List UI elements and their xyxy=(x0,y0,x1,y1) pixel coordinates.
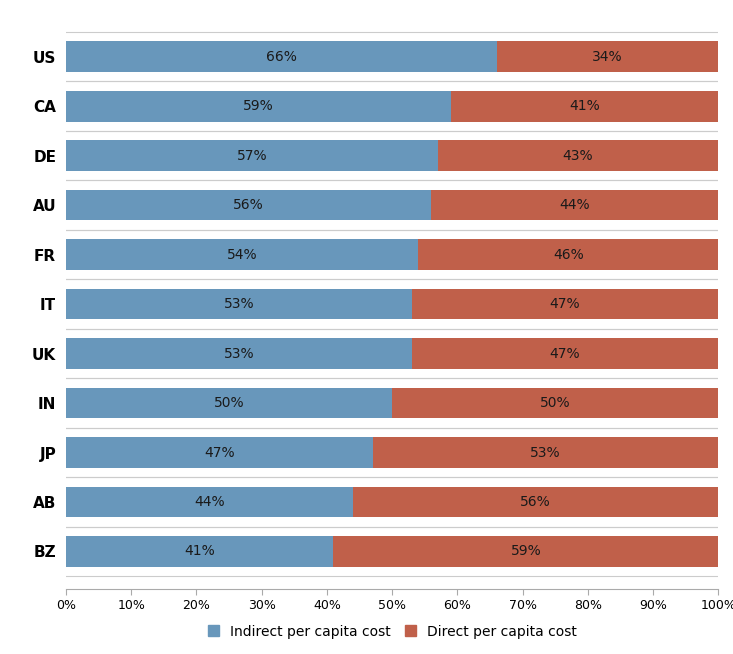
Bar xyxy=(66,41,496,72)
Bar xyxy=(451,91,718,122)
Bar xyxy=(392,388,718,419)
Bar xyxy=(66,289,412,319)
Legend: Indirect per capita cost, Direct per capita cost: Indirect per capita cost, Direct per cap… xyxy=(207,625,577,638)
Bar xyxy=(66,536,334,567)
Bar xyxy=(66,487,353,517)
Text: 54%: 54% xyxy=(226,248,257,262)
Text: 43%: 43% xyxy=(563,148,594,163)
Bar xyxy=(66,388,392,419)
Text: 56%: 56% xyxy=(233,198,264,212)
Text: 46%: 46% xyxy=(553,248,583,262)
Bar xyxy=(412,338,718,369)
Text: 50%: 50% xyxy=(540,396,570,410)
Text: 53%: 53% xyxy=(224,347,254,360)
Text: 66%: 66% xyxy=(266,50,297,63)
Bar xyxy=(419,239,718,270)
Text: 53%: 53% xyxy=(224,297,254,311)
Text: 57%: 57% xyxy=(237,148,268,163)
Bar xyxy=(412,289,718,319)
Bar xyxy=(353,487,718,517)
Text: 56%: 56% xyxy=(520,495,551,509)
Bar xyxy=(431,190,718,220)
Text: 34%: 34% xyxy=(592,50,623,63)
Text: 41%: 41% xyxy=(570,99,600,113)
Text: 47%: 47% xyxy=(204,445,235,460)
Bar xyxy=(66,438,372,468)
Bar xyxy=(66,338,412,369)
Bar xyxy=(66,141,438,171)
Text: 50%: 50% xyxy=(214,396,244,410)
Text: 44%: 44% xyxy=(559,198,590,212)
Bar xyxy=(334,536,718,567)
Text: 44%: 44% xyxy=(194,495,225,509)
Bar xyxy=(496,41,718,72)
Bar xyxy=(372,438,718,468)
Bar xyxy=(66,190,431,220)
Bar xyxy=(66,91,451,122)
Bar xyxy=(66,239,419,270)
Text: 47%: 47% xyxy=(550,347,581,360)
Text: 59%: 59% xyxy=(243,99,274,113)
Text: 41%: 41% xyxy=(184,545,215,559)
Bar xyxy=(438,141,718,171)
Text: 53%: 53% xyxy=(530,445,561,460)
Text: 59%: 59% xyxy=(510,545,541,559)
Text: 47%: 47% xyxy=(550,297,581,311)
